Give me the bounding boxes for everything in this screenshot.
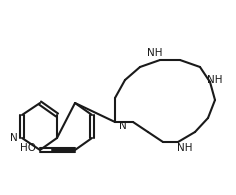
Text: HO: HO bbox=[20, 143, 36, 153]
Text: N: N bbox=[10, 133, 18, 143]
Text: NH: NH bbox=[147, 48, 163, 58]
Text: NH: NH bbox=[207, 75, 223, 85]
Text: NH: NH bbox=[177, 143, 193, 153]
Text: N: N bbox=[119, 121, 127, 131]
